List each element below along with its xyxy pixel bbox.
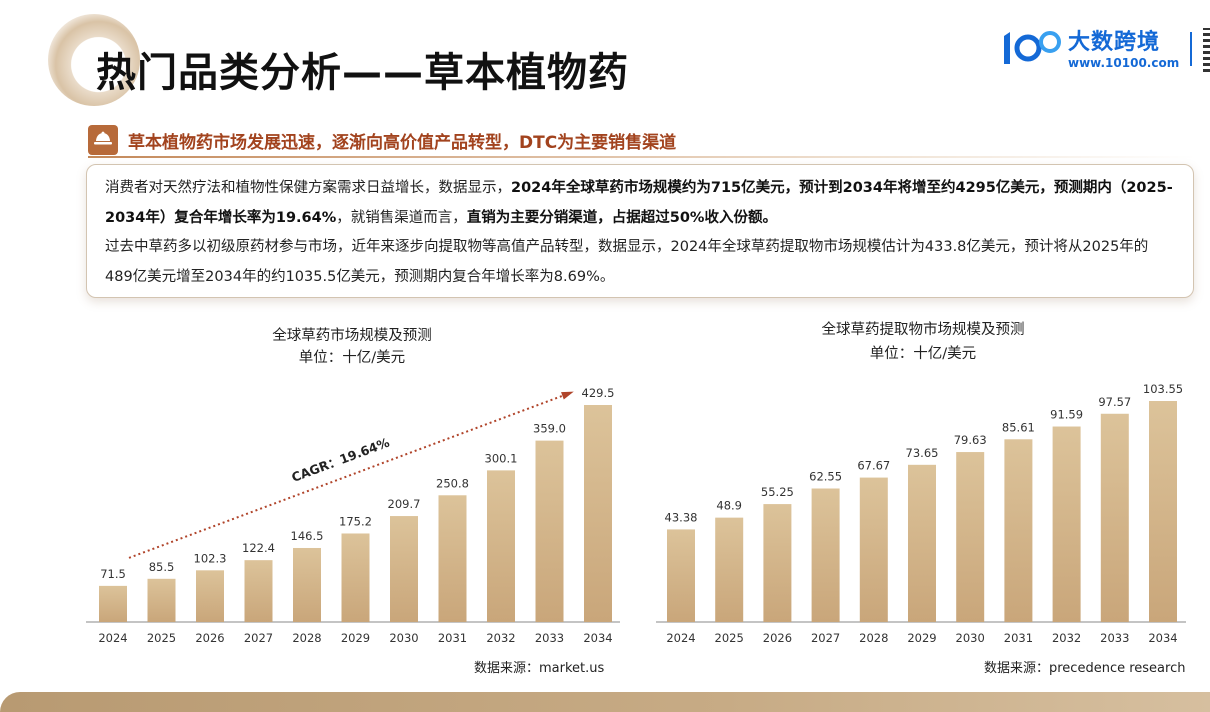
- page-title: 热门品类分析——草本植物药: [96, 50, 629, 96]
- x-tick-label: 2033: [1100, 631, 1129, 645]
- decorative-circle: [48, 14, 140, 106]
- bar: [390, 516, 418, 622]
- bar: [1149, 401, 1177, 622]
- herbal-extract-chart: 全球草药提取物市场规模及预测 单位：十亿/美元 43.38 2024 48.9 202…: [650, 316, 1196, 682]
- bar-value-label: 85.61: [1002, 420, 1035, 434]
- herbal-extract-plot: 43.38 2024 48.9 2025 55.25 2026 62.55 2027 67.67…: [656, 382, 1186, 645]
- bar-value-label: 122.4: [242, 541, 275, 555]
- store-icon: [88, 125, 118, 155]
- bar-value-label: 359.0: [533, 422, 566, 436]
- herbal-market-plot: 71.5 2024 85.5 2025 102.3 2026 122.4 2027 146.5 2…: [86, 386, 620, 645]
- summary-highlight: 2024年全球草药市场规模约为715亿美元，预计到2034年将增至约4295亿美…: [105, 180, 1173, 226]
- section-subheading: 草本植物药市场发展迅速，逐渐向高价值产品转型，DTC为主要销售渠道: [128, 133, 677, 153]
- summary-highlight: 直销为主要分销渠道，占据超过50%收入份额。: [466, 209, 777, 226]
- x-tick-label: 2026: [195, 631, 224, 645]
- x-tick-label: 2031: [1004, 631, 1033, 645]
- bar-value-label: 300.1: [485, 451, 518, 465]
- bar: [811, 488, 840, 622]
- x-tick-label: 2024: [666, 631, 695, 645]
- chart-source: 数据来源：precedence research: [984, 661, 1186, 676]
- chart-subtitle: 单位：十亿/美元: [298, 350, 406, 366]
- summary-paragraph-2: 过去中草药多以初级原药材参与市场，近年来逐步向提取物等高值产品转型，数据显示，2…: [105, 239, 1149, 285]
- logo-url: www.10100.com: [1068, 56, 1180, 70]
- bar: [584, 405, 612, 622]
- cagr-annotation: CAGR：19.64%: [289, 435, 391, 485]
- x-tick-label: 2030: [956, 631, 985, 645]
- bar-value-label: 250.8: [436, 476, 469, 490]
- summary-text: ，就销售渠道而言，: [336, 209, 467, 226]
- herbal-market-chart: 全球草药市场规模及预测 单位：十亿/美元 71.5 2024 85.5 2025 102…: [84, 322, 620, 682]
- bar: [487, 470, 515, 622]
- x-tick-label: 2029: [341, 631, 370, 645]
- logo-divider: [1190, 32, 1192, 66]
- x-tick-label: 2033: [535, 631, 564, 645]
- chart-title: 全球草药市场规模及预测: [272, 328, 432, 344]
- chart-title: 全球草药提取物市场规模及预测: [821, 322, 1025, 338]
- bar-value-label: 85.5: [149, 560, 175, 574]
- bar: [1052, 426, 1081, 622]
- bar: [908, 464, 936, 622]
- bar: [956, 452, 985, 622]
- bar-value-label: 48.9: [716, 499, 742, 513]
- subheading-underline: [88, 156, 1196, 158]
- bar: [1004, 439, 1033, 622]
- qr-code-edge: [1203, 28, 1210, 72]
- x-tick-label: 2027: [811, 631, 840, 645]
- bar-value-label: 73.65: [906, 446, 939, 460]
- bar-value-label: 102.3: [194, 551, 227, 565]
- x-tick-label: 2025: [147, 631, 176, 645]
- bar: [147, 578, 176, 622]
- bar: [763, 504, 792, 622]
- summary-paragraph-1: 消费者对天然疗法和植物性保健方案需求日益增长，数据显示，2024年全球草药市场规…: [105, 174, 1175, 233]
- arrow-head-icon: [561, 391, 574, 400]
- logo-mark-icon: [1004, 31, 1061, 64]
- bar-value-label: 97.57: [1098, 395, 1131, 409]
- x-tick-label: 2032: [1052, 631, 1081, 645]
- x-tick-label: 2028: [292, 631, 321, 645]
- bar-value-label: 103.55: [1143, 382, 1183, 396]
- x-tick-label: 2028: [859, 631, 888, 645]
- brand-logo[interactable]: 大数跨境 www.10100.com: [998, 24, 1198, 74]
- summary-text: 消费者对天然疗法和植物性保健方案需求日益增长，数据显示，: [105, 180, 511, 196]
- bar: [438, 495, 467, 622]
- x-tick-label: 2026: [763, 631, 792, 645]
- bar-value-label: 146.5: [291, 529, 324, 543]
- bar-value-label: 175.2: [339, 514, 372, 528]
- bar-value-label: 429.5: [582, 386, 615, 400]
- x-tick-label: 2034: [583, 631, 612, 645]
- x-tick-label: 2027: [244, 631, 273, 645]
- bar: [341, 533, 370, 622]
- chart-subtitle: 单位：十亿/美元: [869, 346, 977, 362]
- bar-value-label: 43.38: [665, 510, 698, 524]
- bar: [715, 517, 744, 622]
- x-tick-label: 2025: [715, 631, 744, 645]
- bar-value-label: 209.7: [388, 497, 421, 511]
- bar-value-label: 91.59: [1050, 408, 1083, 422]
- chart-source: 数据来源：market.us: [474, 661, 605, 676]
- bar-value-label: 55.25: [761, 485, 794, 499]
- bar: [667, 529, 695, 622]
- bar: [1100, 413, 1129, 622]
- logo-name: 大数跨境: [1068, 30, 1161, 55]
- footer-band: [0, 692, 1210, 712]
- bar: [244, 560, 273, 622]
- summary-box: 消费者对天然疗法和植物性保健方案需求日益增长，数据显示，2024年全球草药市场规…: [86, 164, 1194, 298]
- x-tick-label: 2031: [438, 631, 467, 645]
- cagr-trend-arrow: [128, 392, 571, 559]
- bar: [99, 585, 127, 622]
- bar-value-label: 67.67: [857, 459, 890, 473]
- bar: [859, 477, 888, 622]
- bar: [293, 547, 321, 622]
- bar-value-label: 79.63: [954, 433, 987, 447]
- x-tick-label: 2032: [486, 631, 515, 645]
- bar: [535, 440, 564, 622]
- bar-value-label: 71.5: [100, 567, 126, 581]
- x-tick-label: 2030: [389, 631, 418, 645]
- x-tick-label: 2034: [1148, 631, 1177, 645]
- x-tick-label: 2029: [907, 631, 936, 645]
- x-tick-label: 2024: [98, 631, 127, 645]
- bar: [196, 570, 224, 622]
- bar-value-label: 62.55: [809, 470, 842, 484]
